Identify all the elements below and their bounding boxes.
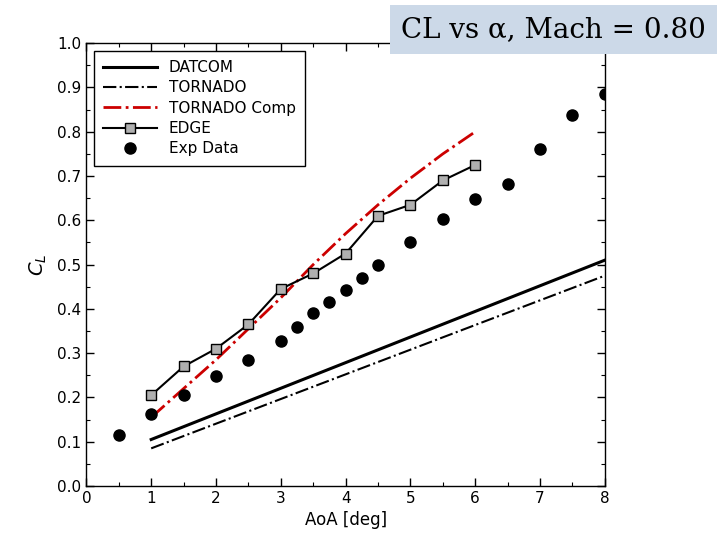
Exp Data: [276, 338, 285, 344]
TORNADO Comp: [309, 261, 318, 268]
Exp Data: [406, 238, 415, 245]
EDGE: [244, 321, 253, 328]
Exp Data: [114, 432, 123, 438]
TORNADO Comp: [471, 129, 480, 135]
EDGE: [438, 177, 447, 184]
EDGE: [212, 346, 220, 352]
EDGE: [406, 201, 415, 208]
TORNADO Comp: [374, 201, 382, 208]
TORNADO Comp: [244, 326, 253, 332]
TORNADO Comp: [438, 151, 447, 157]
Exp Data: [212, 373, 220, 380]
Exp Data: [471, 196, 480, 202]
Y-axis label: $C_L$: $C_L$: [27, 253, 49, 276]
EDGE: [147, 392, 156, 399]
Line: TORNADO Comp: TORNADO Comp: [151, 132, 475, 417]
Exp Data: [309, 310, 318, 316]
EDGE: [374, 213, 382, 219]
Exp Data: [147, 411, 156, 417]
EDGE: [471, 162, 480, 168]
TORNADO Comp: [341, 231, 350, 237]
Exp Data: [341, 287, 350, 293]
TORNADO Comp: [147, 414, 156, 421]
Exp Data: [536, 146, 544, 153]
X-axis label: AoA [deg]: AoA [deg]: [305, 511, 387, 529]
TORNADO Comp: [179, 386, 188, 392]
Legend: DATCOM, TORNADO, TORNADO Comp, EDGE, Exp Data: DATCOM, TORNADO, TORNADO Comp, EDGE, Exp…: [94, 51, 305, 166]
Exp Data: [244, 356, 253, 363]
Line: Exp Data: Exp Data: [113, 89, 611, 441]
Exp Data: [438, 216, 447, 222]
Exp Data: [179, 392, 188, 399]
Exp Data: [357, 275, 366, 281]
Exp Data: [600, 91, 609, 97]
TORNADO Comp: [212, 356, 220, 363]
Text: CL vs α, Mach = 0.80: CL vs α, Mach = 0.80: [401, 16, 706, 43]
Exp Data: [503, 180, 512, 187]
TORNADO Comp: [276, 295, 285, 301]
EDGE: [341, 250, 350, 256]
EDGE: [276, 286, 285, 292]
Exp Data: [292, 323, 302, 330]
TORNADO Comp: [406, 175, 415, 181]
EDGE: [179, 363, 188, 370]
Exp Data: [374, 261, 382, 268]
Exp Data: [568, 112, 577, 118]
EDGE: [309, 270, 318, 276]
Exp Data: [325, 299, 333, 306]
Line: EDGE: EDGE: [146, 160, 480, 400]
